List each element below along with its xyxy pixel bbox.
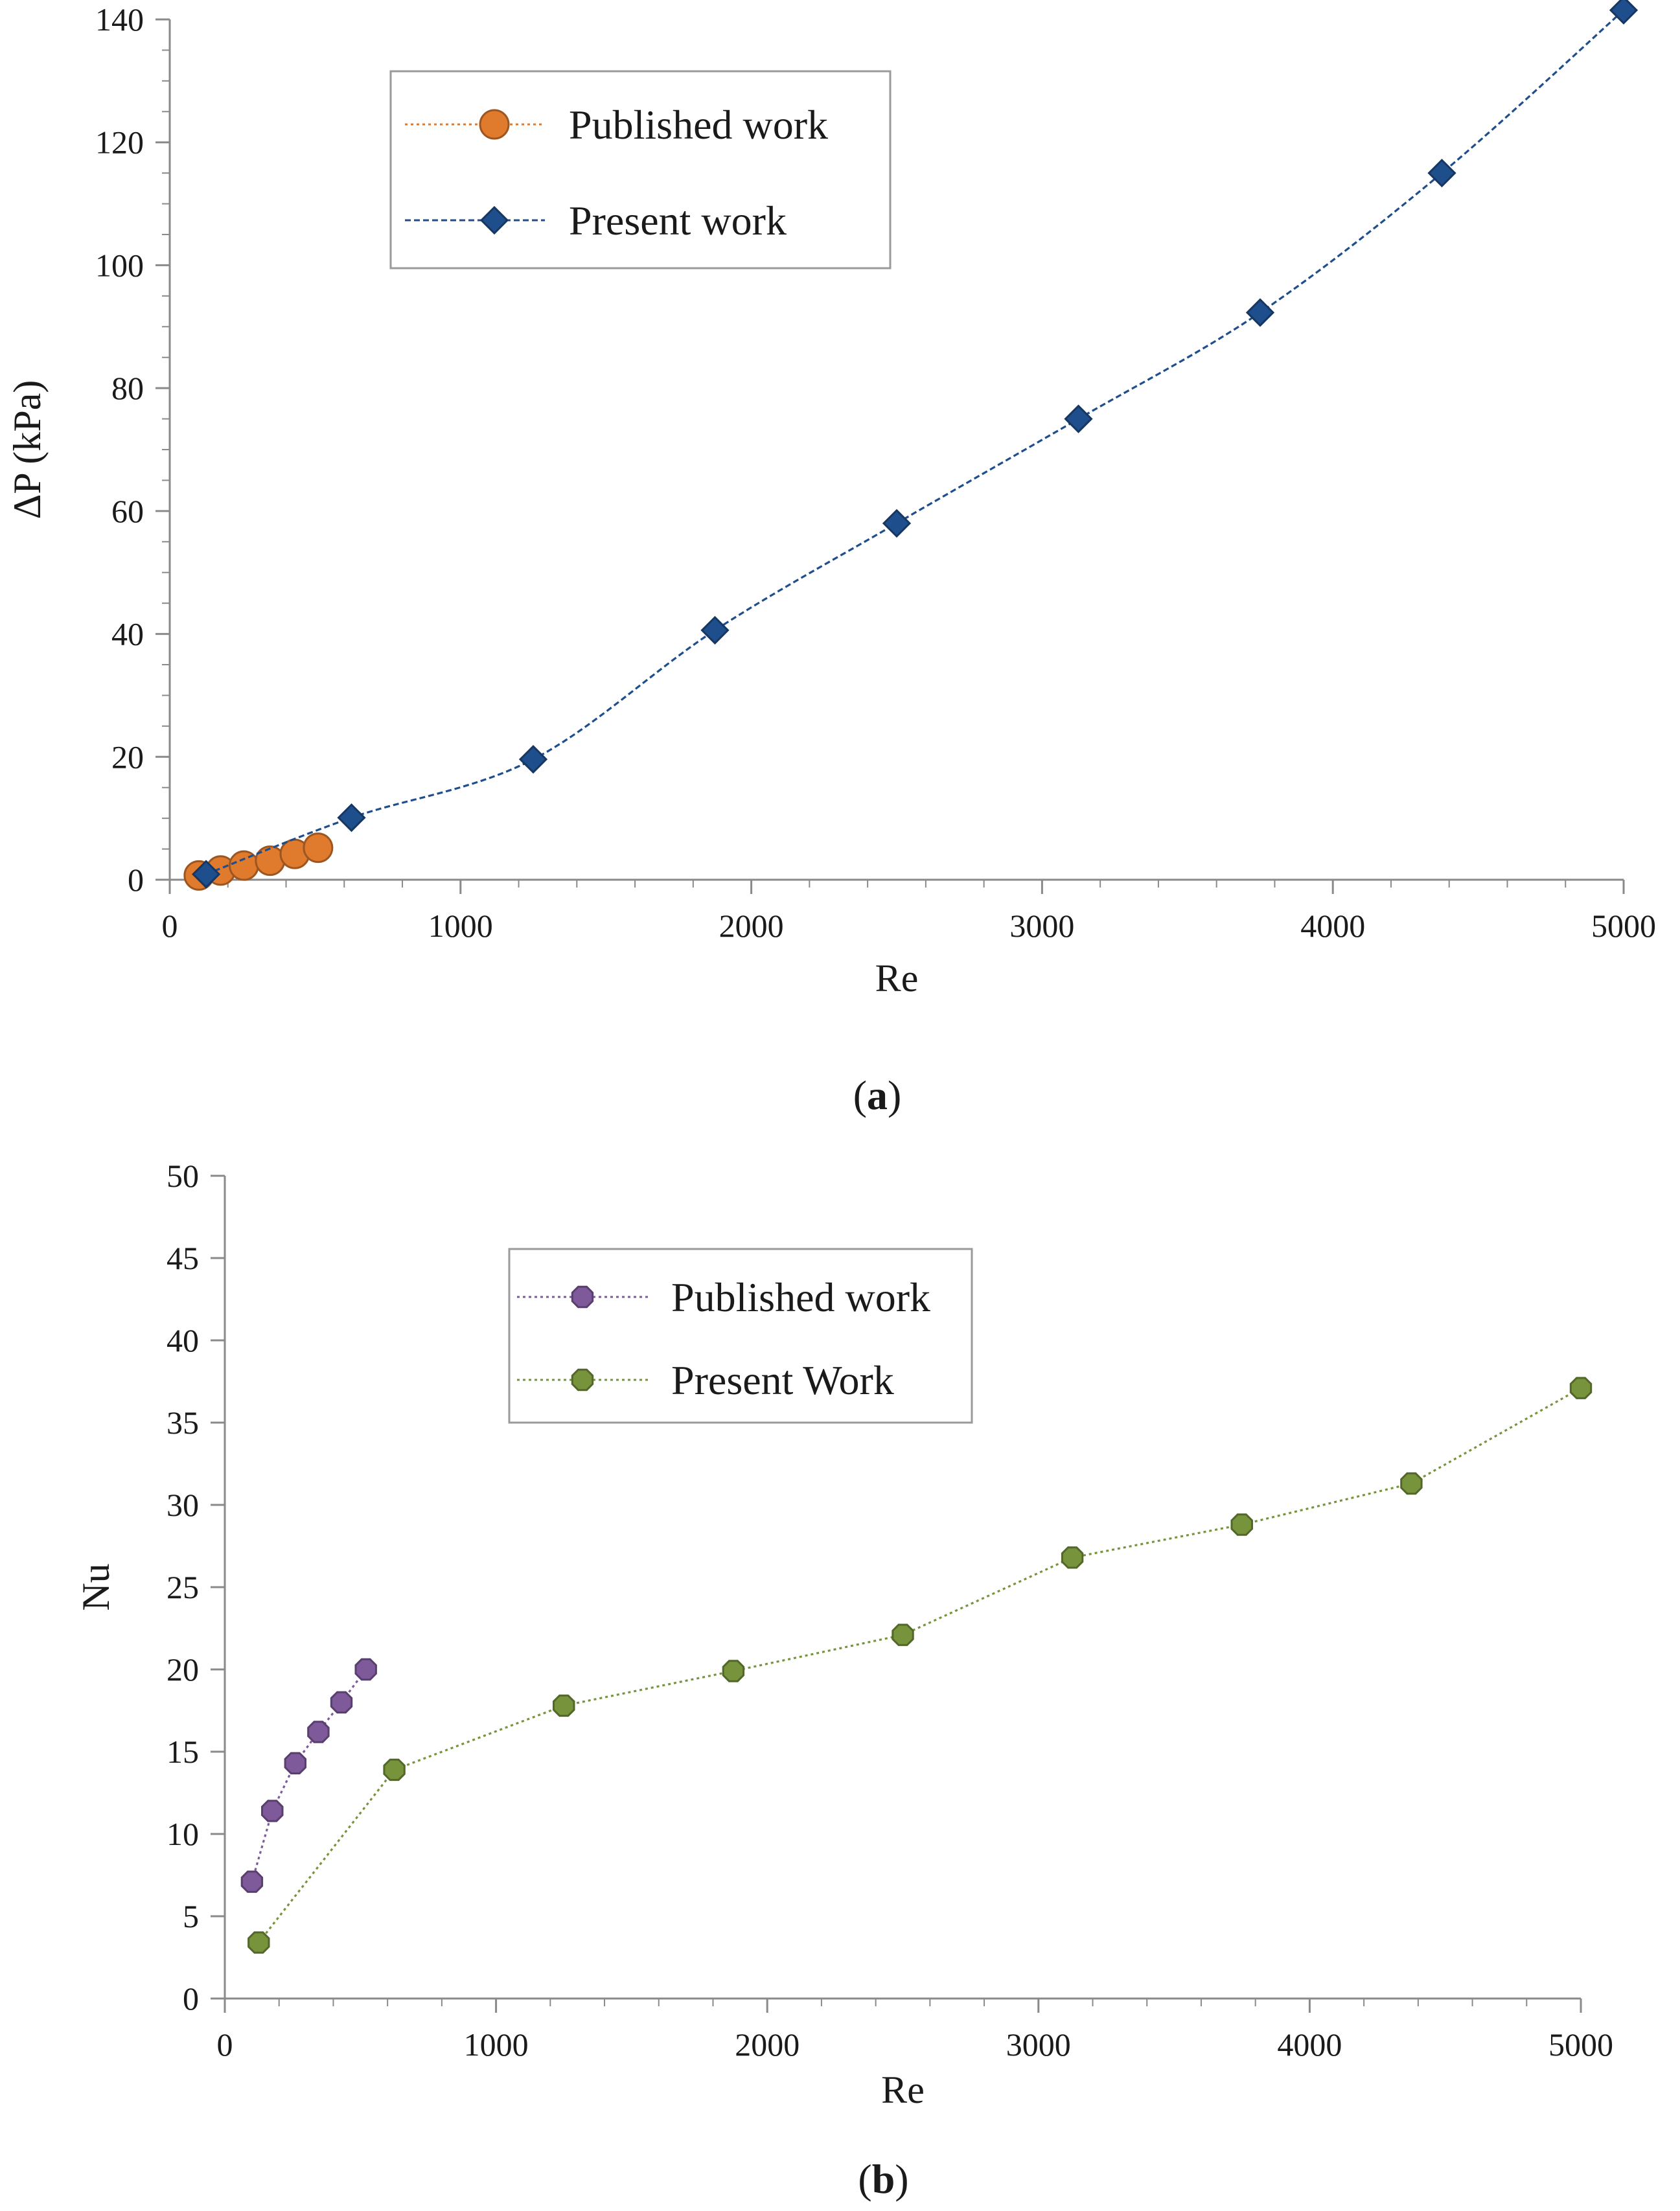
- data-point: [354, 1658, 377, 1681]
- y-tick-label: 20: [111, 739, 144, 775]
- data-point: [303, 832, 334, 864]
- caption-open: (: [858, 2156, 871, 2202]
- series-line: [205, 9, 1625, 875]
- legend-marker: [479, 109, 510, 140]
- data-point: [882, 509, 912, 538]
- data-point: [284, 1752, 306, 1774]
- y-tick-label: 140: [95, 1, 144, 38]
- y-tick-label: 15: [167, 1734, 199, 1770]
- y-tick-label: 0: [183, 1980, 199, 2017]
- data-point: [228, 850, 259, 881]
- x-axis-title: Re: [881, 2068, 925, 2111]
- x-tick-label: 3000: [1006, 2026, 1071, 2063]
- x-tick-label: 2000: [719, 908, 784, 944]
- y-tick-label: 25: [167, 1569, 199, 1605]
- x-axis-title: Re: [875, 957, 919, 1000]
- legend-label: Published work: [569, 102, 828, 148]
- caption-close: ): [895, 2156, 908, 2202]
- legend: Published work Present Work: [508, 1248, 973, 1424]
- legend-marker: [571, 1368, 594, 1392]
- x-tick-label: 1000: [428, 908, 493, 944]
- legend-box: [389, 70, 892, 269]
- data-point: [1400, 1472, 1423, 1495]
- chart-b: 0 1000 2000 3000 4000 5000 0 5 10 15 20 25 30 35 40 45 5…: [75, 1158, 1613, 2202]
- y-tick-label: 100: [95, 247, 144, 283]
- y-axis-title: Nu: [75, 1563, 117, 1610]
- y-tick-label: 50: [167, 1158, 199, 1194]
- y-tick-label: 40: [167, 1322, 199, 1358]
- series-published-work: [183, 832, 334, 891]
- legend-label: Published work: [671, 1274, 930, 1320]
- series-line: [258, 1387, 1582, 1943]
- x-tick-label: 3000: [1009, 908, 1074, 944]
- data-point: [191, 860, 221, 889]
- data-point: [383, 1758, 406, 1781]
- x-tick-label: 2000: [735, 2026, 800, 2063]
- data-point: [1230, 1513, 1253, 1536]
- legend-box: [508, 1248, 973, 1424]
- data-point: [247, 1931, 270, 1954]
- y-tick-label: 0: [128, 862, 144, 898]
- data-point: [240, 1870, 264, 1893]
- data-point: [553, 1694, 575, 1717]
- series-published-work: [240, 1658, 377, 1893]
- data-point: [892, 1623, 914, 1646]
- data-point: [1427, 159, 1456, 188]
- y-tick-label: 60: [111, 493, 144, 529]
- data-point: [261, 1800, 284, 1822]
- data-point: [1064, 404, 1093, 433]
- data-point: [1569, 1377, 1593, 1399]
- series-line: [251, 1669, 367, 1883]
- data-point: [307, 1721, 330, 1743]
- data-point: [722, 1660, 745, 1682]
- legend-label: Present work: [569, 198, 787, 244]
- data-point: [330, 1691, 353, 1713]
- data-point: [1245, 298, 1275, 327]
- data-point: [337, 803, 366, 832]
- y-tick-label: 40: [111, 616, 144, 652]
- data-point: [1609, 0, 1639, 25]
- y-tick-label: 30: [167, 1487, 199, 1523]
- y-tick-label: 45: [167, 1240, 199, 1276]
- data-point: [518, 744, 548, 774]
- figure-caption: (b): [858, 2156, 908, 2202]
- legend: Published work Present work: [389, 70, 892, 269]
- legend-marker: [479, 205, 509, 235]
- x-tick-label: 0: [162, 908, 178, 944]
- caption-close: ): [888, 1072, 901, 1118]
- legend-label: Present Work: [671, 1357, 894, 1403]
- series-present-work: [247, 1377, 1593, 1954]
- figure-caption: (a): [853, 1072, 902, 1118]
- y-tick-label: 5: [183, 1898, 199, 1934]
- y-tick-label: 120: [95, 124, 144, 161]
- x-tick-label: 4000: [1277, 2026, 1342, 2063]
- x-tick-label: 5000: [1591, 908, 1656, 944]
- y-tick-label: 35: [167, 1404, 199, 1441]
- x-tick-label: 4000: [1300, 908, 1365, 944]
- data-point: [700, 615, 730, 645]
- y-tick-label: 20: [167, 1651, 199, 1688]
- x-tick-label: 1000: [464, 2026, 529, 2063]
- y-tick-label: 10: [167, 1816, 199, 1852]
- x-tick-label: 0: [217, 2026, 233, 2063]
- x-tick-label: 5000: [1548, 2026, 1613, 2063]
- data-point: [1061, 1546, 1084, 1569]
- caption-letter: a: [867, 1072, 888, 1118]
- caption-open: (: [853, 1072, 867, 1118]
- y-axis-title: ΔP (kPa): [6, 380, 49, 520]
- series-present-work: [191, 0, 1639, 889]
- caption-letter: b: [872, 2156, 895, 2202]
- chart-a: 0 1000 2000 3000 4000 5000 0 20 40 60 80 100 120 140 R…: [6, 0, 1656, 1118]
- y-tick-label: 80: [111, 370, 144, 406]
- legend-marker: [571, 1285, 594, 1309]
